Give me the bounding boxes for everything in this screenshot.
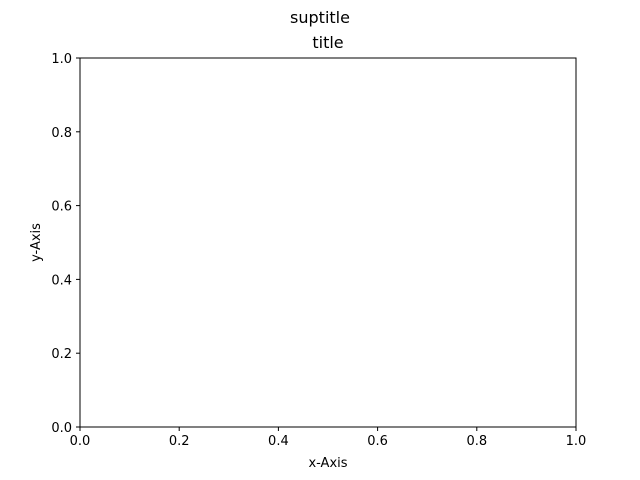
y-axis-ticks: 0.0 0.2 0.4 0.6 0.8 1.0 [51,52,80,436]
chart-title: title [312,33,343,52]
y-tick-label: 0.2 [51,347,72,362]
x-tick-label: 0.4 [268,434,289,449]
y-tick-label: 1.0 [51,52,72,67]
axes-frame [79,57,577,428]
plot-area [80,58,576,427]
x-axis-ticks: 0.0 0.2 0.4 0.6 0.8 1.0 [70,427,587,449]
y-tick-label: 0.6 [51,200,72,215]
x-tick-label: 0.2 [169,434,190,449]
y-tick-label: 0.4 [51,273,72,288]
y-tick-label: 0.8 [51,126,72,141]
x-tick-label: 1.0 [566,434,587,449]
x-tick-label: 0.0 [70,434,91,449]
y-tick-label: 0.0 [51,421,72,436]
x-axis-label: x-Axis [308,456,347,471]
chart-suptitle: suptitle [290,8,350,27]
y-axis-label: y-Axis [29,223,44,262]
x-tick-label: 0.6 [367,434,388,449]
x-tick-label: 0.8 [466,434,487,449]
